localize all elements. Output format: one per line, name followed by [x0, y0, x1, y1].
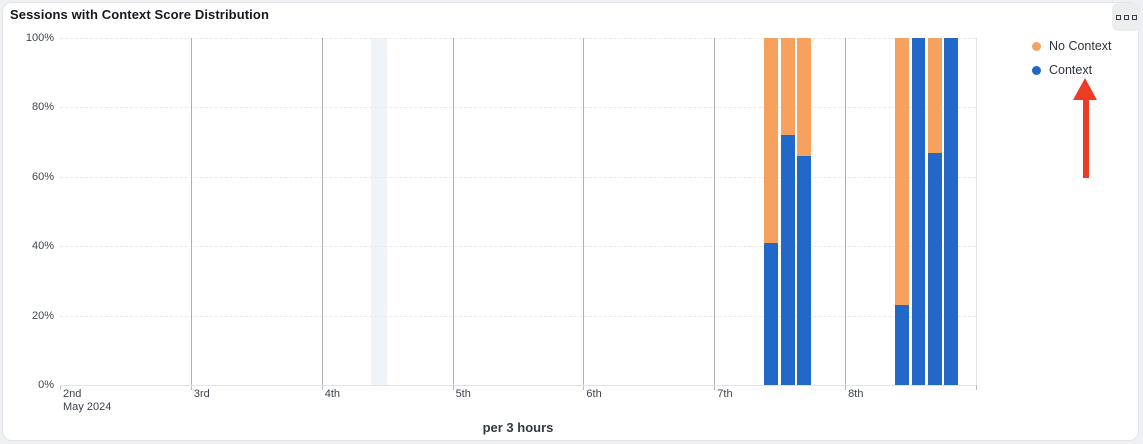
y-axis-label: 100% [25, 32, 54, 44]
x-axis-label: 7th [717, 388, 733, 400]
x-axis-tick [321, 385, 323, 390]
y-gridline [60, 315, 976, 317]
ellipsis-menu-icon [1115, 14, 1121, 20]
x-axis-label: 8th [848, 388, 864, 400]
bar-context-7th-slot4[interactable] [780, 135, 795, 385]
legend-label: Context [1049, 63, 1093, 77]
bar-context-7th-slot3[interactable] [764, 242, 779, 385]
x-axis-tick [452, 385, 454, 390]
x-gridline [714, 38, 716, 385]
bar-context-8th-slot4[interactable] [911, 38, 926, 385]
x-gridline [845, 38, 847, 385]
y-axis-label: 60% [31, 170, 54, 183]
y-gridline [60, 246, 976, 248]
x-axis-subtitle: May 2024 [63, 401, 112, 413]
bar-no-context-7th-slot5[interactable] [797, 38, 811, 156]
ellipsis-menu-icon [1131, 14, 1137, 20]
legend-dot-icon [1032, 41, 1041, 51]
bar-context-8th-slot6[interactable] [944, 38, 959, 385]
chart-title: Sessions with Context Score Distribution [10, 7, 269, 22]
highlighted-slot-band [370, 38, 388, 385]
x-axis-label: 3rd [193, 388, 210, 400]
x-axis-tick [190, 385, 192, 390]
legend-label: No Context [1049, 39, 1112, 53]
bar-context-7th-slot5[interactable] [797, 155, 811, 385]
bar-context-8th-slot3[interactable] [895, 305, 910, 385]
chart-legend: No Context Context [1032, 34, 1112, 82]
x-axis-line [60, 385, 976, 386]
x-gridline [452, 38, 454, 385]
annotation-arrow-icon [1073, 78, 1097, 100]
bar-context-8th-slot5[interactable] [927, 152, 942, 385]
x-axis-label: 2nd May 2024 [63, 388, 112, 413]
x-axis-tick [60, 385, 61, 390]
y-gridline [60, 107, 976, 109]
x-axis-label: 5th [455, 388, 471, 400]
x-axis-tick [714, 385, 716, 390]
bar-no-context-8th-slot3[interactable] [895, 38, 910, 306]
ellipsis-menu-icon [1123, 14, 1129, 20]
x-gridline [321, 38, 323, 385]
bar-no-context-7th-slot3[interactable] [764, 38, 779, 243]
legend-item-no-context[interactable]: No Context [1032, 34, 1112, 58]
x-axis-label: 6th [586, 388, 602, 400]
legend-item-context[interactable]: Context [1032, 58, 1112, 82]
legend-dot-icon [1032, 65, 1041, 75]
x-axis-tick [845, 385, 847, 390]
x-axis-tick [583, 385, 585, 390]
plot-right-border [976, 38, 977, 385]
y-gridline [60, 38, 976, 39]
x-axis-tick [976, 385, 977, 390]
x-gridline [583, 38, 585, 385]
x-axis-caption: per 3 hours [482, 420, 554, 435]
y-axis-label: 0% [38, 379, 54, 391]
x-gridline [190, 38, 192, 385]
widget-menu-button[interactable] [1112, 3, 1140, 31]
y-axis-label: 40% [31, 240, 54, 253]
x-axis-label: 4th [324, 388, 340, 400]
y-axis-label: 80% [31, 101, 54, 114]
y-axis-label: 20% [31, 309, 54, 322]
bar-no-context-8th-slot5[interactable] [927, 38, 942, 153]
y-gridline [60, 176, 976, 178]
bar-no-context-7th-slot4[interactable] [780, 38, 795, 136]
annotation-arrow-shaft [1082, 99, 1089, 178]
